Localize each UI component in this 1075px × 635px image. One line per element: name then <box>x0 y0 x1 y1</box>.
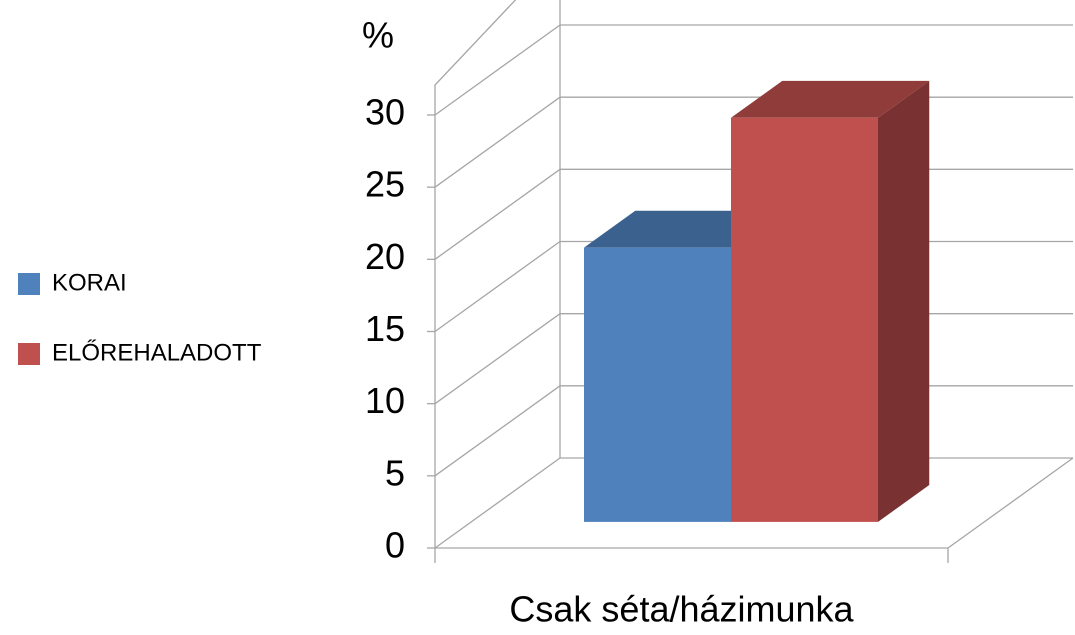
y-tick-label: 15 <box>365 308 405 349</box>
y-tick-label: 5 <box>385 452 405 493</box>
legend-label: ELŐREHALADOTT <box>52 339 262 366</box>
bar-side <box>878 80 930 522</box>
bar <box>584 247 731 522</box>
y-tick-label: 0 <box>385 525 405 566</box>
y-tick-label: 30 <box>365 92 405 133</box>
grid-line <box>434 24 1073 116</box>
x-tick-label: Csak séta/házimunka <box>509 589 854 630</box>
wall-edge <box>434 0 517 548</box>
y-tick-label: 10 <box>365 380 405 421</box>
y-tick-label: 25 <box>365 164 405 205</box>
legend-swatch <box>18 273 40 295</box>
bar-top <box>731 80 930 118</box>
legend-swatch <box>18 343 40 365</box>
legend-label: KORAI <box>52 269 127 296</box>
bar <box>731 117 878 522</box>
y-tick-label: 20 <box>365 236 405 277</box>
y-axis-label: % <box>362 15 394 56</box>
